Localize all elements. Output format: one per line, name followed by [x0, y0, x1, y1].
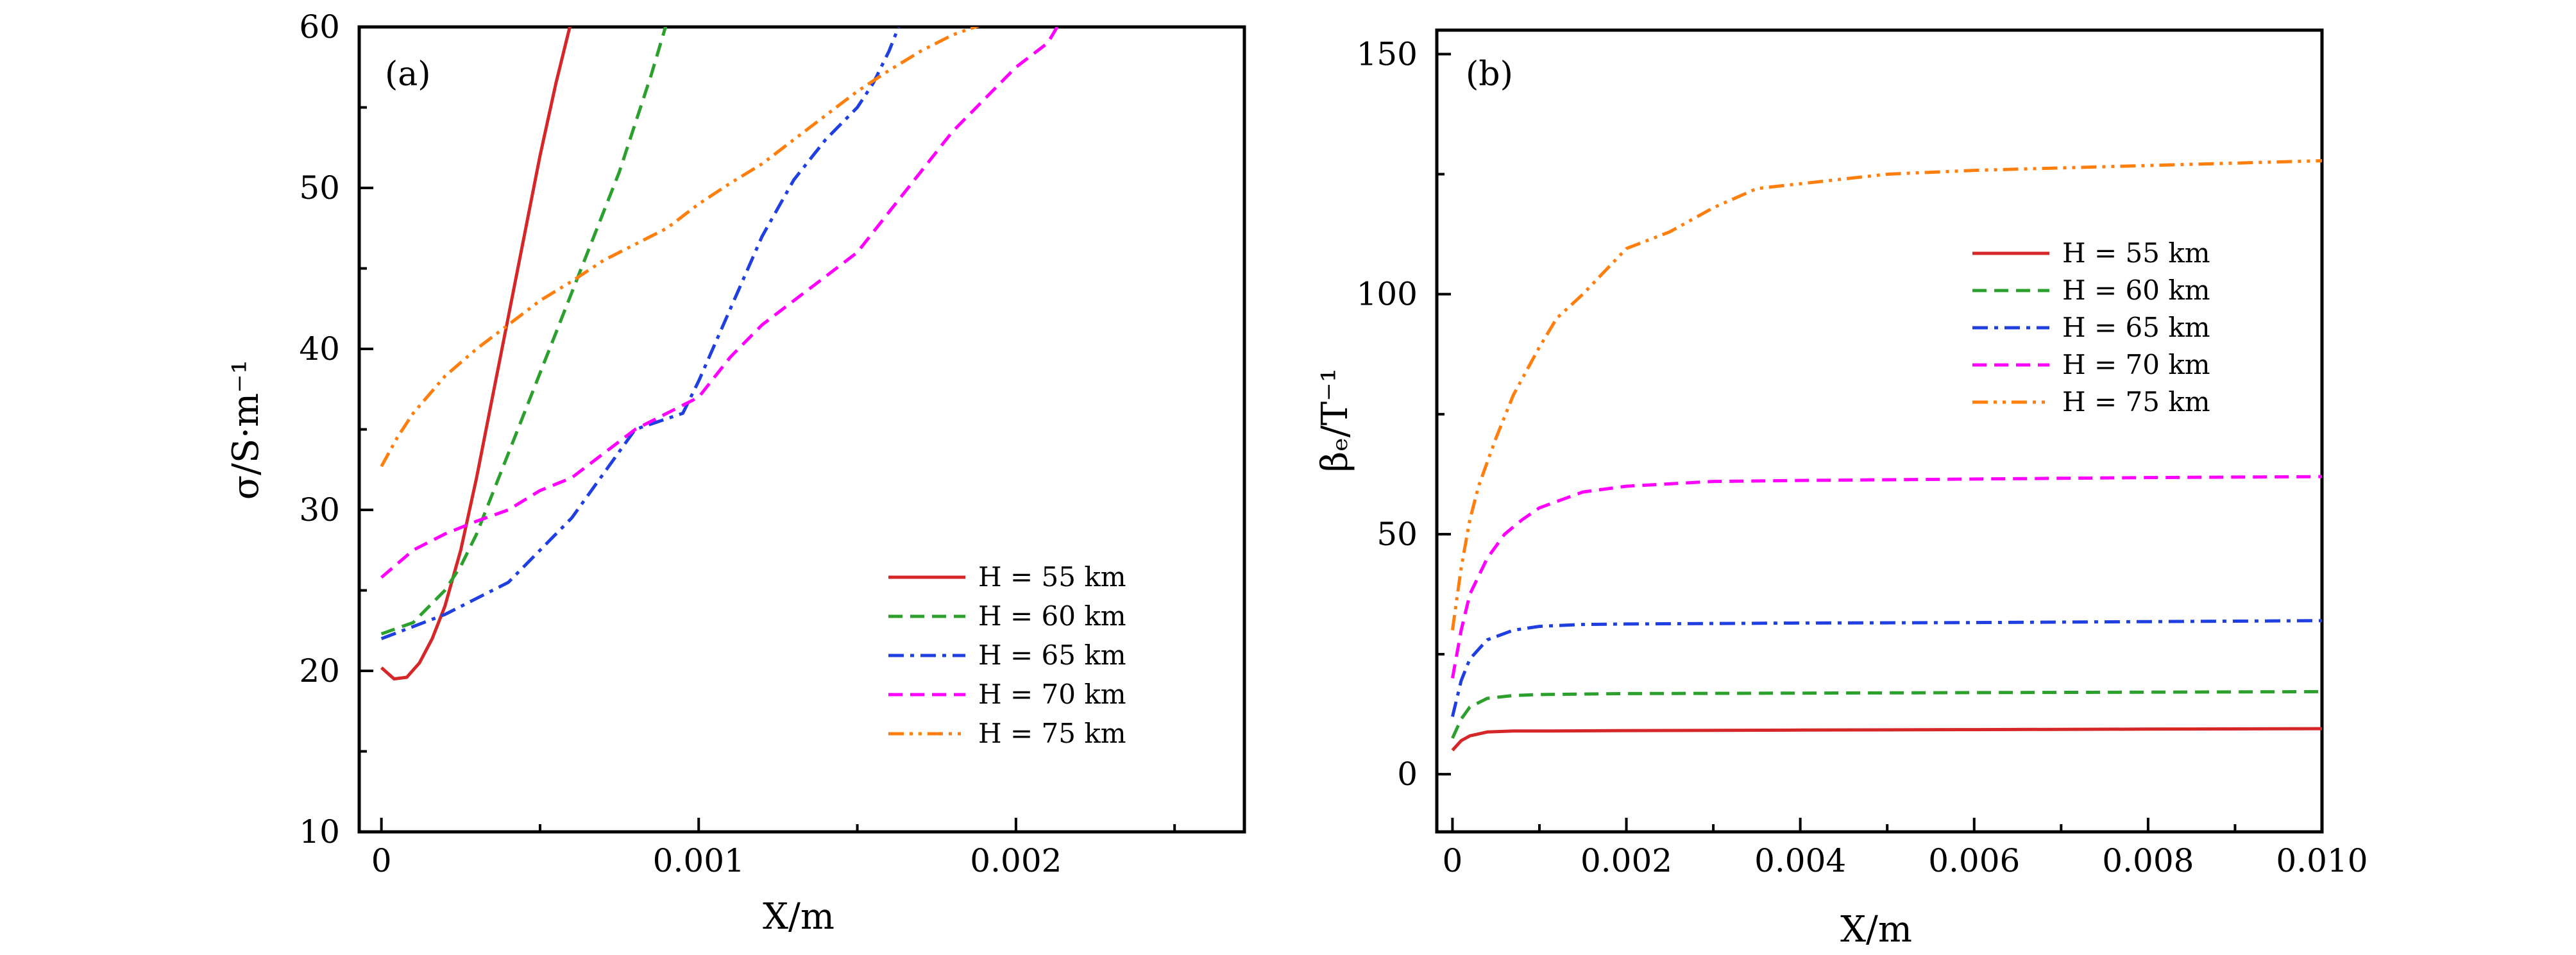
- panel-a-curves: [380, 27, 1059, 680]
- panel-b-label: (b): [1466, 55, 1513, 94]
- y-tick-label: 50: [1377, 516, 1418, 553]
- y-tick-label: 60: [299, 8, 340, 46]
- series-line-2: [1451, 689, 2322, 739]
- y-tick-label: 150: [1357, 35, 1418, 72]
- x-tick-label: 0.002: [970, 842, 1062, 879]
- panel-b-curves: [1450, 159, 2322, 752]
- panel-b-legend: H = 55 km H = 60 km H = 65 km H = 70 km H = …: [1972, 237, 2210, 418]
- y-tick-label: 40: [299, 330, 340, 368]
- series-line-3: [380, 27, 901, 641]
- x-tick-label: 0.006: [1928, 842, 2020, 879]
- series-line-1: [1451, 727, 2322, 752]
- y-tick-label: 20: [299, 652, 340, 689]
- series-line-2: [380, 27, 668, 636]
- legend-entry-1: H = 55 km: [978, 561, 1126, 593]
- legend-entry-3: H = 65 km: [2062, 312, 2210, 343]
- series-line-4: [380, 27, 1059, 579]
- x-tick-label: 0: [1442, 842, 1462, 879]
- y-tick-label: 0: [1397, 756, 1418, 793]
- series-line-4: [1450, 475, 2322, 679]
- legend-entry-2: H = 60 km: [2062, 275, 2210, 306]
- series-line-5: [1450, 159, 2322, 630]
- panel-b-plot-frame: [1435, 28, 2324, 834]
- panel-a-x-axis-title: X/m: [763, 896, 835, 938]
- y-tick-label: 100: [1357, 276, 1418, 313]
- y-tick-label: 30: [299, 491, 340, 528]
- legend-entry-5: H = 75 km: [2062, 386, 2210, 418]
- legend-entry-5: H = 75 km: [978, 718, 1126, 749]
- legend-entry-4: H = 70 km: [978, 679, 1126, 710]
- y-tick-label: 10: [299, 813, 340, 850]
- legend-entry-2: H = 60 km: [978, 600, 1126, 632]
- series-line-3: [1450, 619, 2322, 717]
- series-line-1: [380, 27, 572, 680]
- x-tick-label: 0.001: [653, 842, 745, 879]
- series-line-5: [380, 27, 980, 468]
- panel-b-x-axis-title: X/m: [1840, 909, 1912, 951]
- panel-a-legend: H = 55 km H = 60 km H = 65 km H = 70 km H = …: [888, 561, 1126, 749]
- x-tick-label: 0.004: [1754, 842, 1846, 879]
- legend-entry-4: H = 70 km: [2062, 349, 2210, 380]
- x-tick-label: 0.010: [2276, 842, 2368, 879]
- panel-a-label: (a): [385, 55, 431, 94]
- legend-entry-3: H = 65 km: [978, 639, 1126, 671]
- x-tick-label: 0.002: [1580, 842, 1672, 879]
- x-tick-label: 0.008: [2102, 842, 2194, 879]
- panel-b-ticks: 0 0.002 0.004 0.006 0.008 0.010 0 50 100 150: [1357, 35, 2368, 879]
- panel-b-y-axis-title: βₑ/T⁻¹: [1314, 368, 1356, 472]
- legend-entry-1: H = 55 km: [2062, 237, 2210, 269]
- panel-a-y-axis-title: σ/S·m⁻¹: [225, 360, 267, 500]
- y-tick-label: 50: [299, 169, 340, 207]
- x-tick-label: 0: [371, 842, 392, 879]
- panel-a-ticks: 0 0.001 0.002 10 20 30 40 50 60: [299, 8, 1176, 879]
- panel-a-plot-frame: [357, 25, 1246, 834]
